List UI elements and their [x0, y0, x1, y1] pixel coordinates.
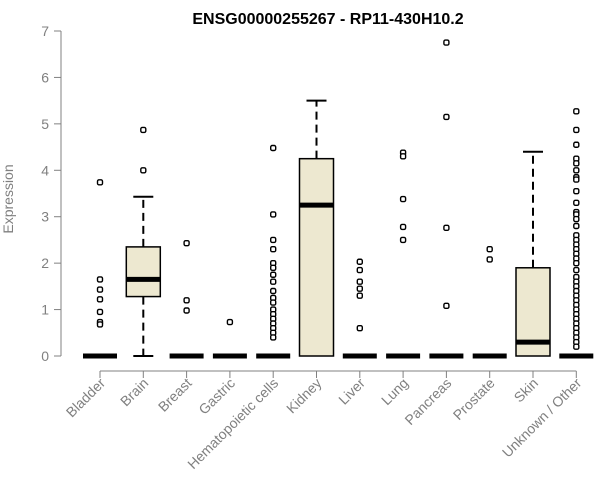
x-tick-label: Liver — [335, 375, 368, 408]
x-tick-label: Prostate — [450, 375, 498, 423]
box-group — [83, 179, 117, 359]
y-tick-label: 5 — [41, 116, 49, 132]
outlier-point — [226, 318, 234, 326]
outlier-point — [443, 113, 450, 121]
box-group — [298, 99, 335, 357]
outlier-point — [270, 271, 277, 278]
iqr-box — [125, 246, 162, 298]
x-tick-label: Gastric — [195, 375, 238, 418]
outlier-point — [96, 286, 104, 293]
outlier-point — [399, 236, 407, 244]
outlier-point — [486, 256, 493, 263]
outlier-point — [573, 187, 580, 195]
y-tick-label: 2 — [41, 255, 49, 271]
outlier-point — [270, 144, 277, 152]
outlier-point — [573, 126, 580, 134]
outlier-point — [270, 246, 277, 253]
outlier-point — [573, 266, 580, 274]
x-tick-label: Pancreas — [401, 375, 454, 428]
outlier-point — [443, 224, 450, 232]
y-tick-label: 1 — [41, 302, 49, 318]
outlier-point — [486, 246, 493, 253]
x-tick-label: Unknown / Other — [499, 375, 585, 461]
outlier-point — [399, 153, 407, 160]
outlier-point — [270, 211, 277, 218]
y-tick-label: 7 — [41, 23, 49, 39]
outlier-point — [573, 222, 580, 230]
outlier-point — [399, 195, 407, 203]
boxes — [83, 39, 594, 359]
y-tick-label: 3 — [41, 209, 49, 225]
outlier-point — [573, 141, 580, 148]
outlier-point — [573, 176, 580, 183]
y-tick-label: 0 — [41, 348, 49, 364]
y-tick-label: 6 — [41, 69, 49, 85]
outlier-point — [183, 307, 190, 314]
box-group — [429, 39, 464, 359]
x-tick-label: Breast — [155, 375, 195, 415]
outlier-point — [140, 167, 147, 174]
box-group — [125, 126, 162, 357]
y-tick-label: 4 — [41, 162, 49, 178]
outlier-point — [356, 278, 363, 285]
outlier-point — [140, 126, 147, 134]
outlier-point — [573, 215, 580, 223]
box-group — [515, 150, 551, 357]
outlier-point — [573, 259, 580, 267]
outlier-point — [573, 160, 580, 167]
chart-title: ENSG00000255267 - RP11-430H10.2 — [192, 11, 463, 28]
x-tick-label: Bladder — [63, 375, 109, 421]
outlier-point — [573, 199, 580, 206]
outlier-point — [399, 223, 407, 231]
outlier-point — [96, 296, 104, 303]
outlier-point — [356, 324, 363, 332]
box-group — [559, 108, 594, 359]
box-group — [386, 149, 421, 359]
box-group — [342, 258, 377, 359]
outlier-point — [573, 167, 580, 174]
outlier-point — [270, 236, 277, 244]
outlier-point — [573, 108, 580, 115]
outlier-point — [356, 266, 363, 274]
outlier-point — [356, 258, 363, 265]
x-tick-label: Lung — [378, 375, 411, 408]
outlier-point — [96, 321, 104, 328]
outlier-point — [270, 287, 277, 295]
outlier-point — [356, 292, 363, 299]
box-group — [212, 318, 247, 359]
outlier-point — [443, 39, 450, 46]
axes: 0 1 2 3 4 5 6 7 — [41, 23, 577, 378]
outlier-point — [96, 308, 104, 316]
outlier-point — [270, 278, 277, 285]
outlier-point — [183, 297, 190, 304]
box-group — [169, 239, 204, 359]
iqr-box — [298, 157, 335, 357]
outlier-point — [443, 302, 450, 310]
x-tick-label: Kidney — [283, 375, 325, 417]
outlier-point — [96, 276, 104, 283]
outlier-point — [183, 239, 190, 247]
outlier-point — [573, 343, 580, 350]
x-tick-label: Brain — [117, 375, 151, 409]
box-group — [256, 144, 291, 359]
outlier-point — [356, 285, 363, 292]
y-axis-title: Expression — [0, 164, 16, 233]
box-group — [472, 246, 507, 359]
x-tick-label: Skin — [511, 375, 542, 406]
outlier-point — [270, 264, 277, 271]
outlier-point — [96, 179, 104, 186]
outlier-point — [270, 299, 277, 306]
outlier-point — [270, 334, 277, 341]
